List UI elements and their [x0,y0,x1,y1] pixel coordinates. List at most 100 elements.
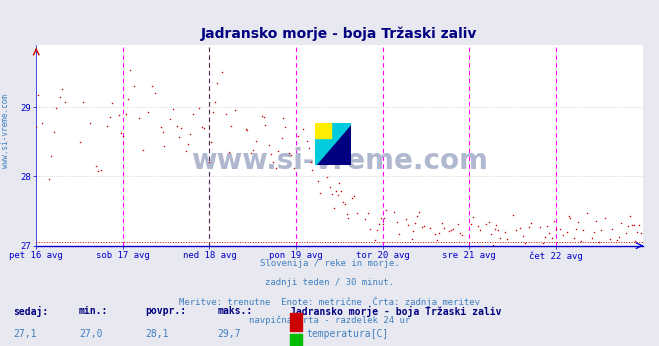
Point [305,159,316,164]
Point [628,222,639,228]
Point [175,125,186,131]
Point [273,149,283,154]
Point [635,230,646,236]
Point [134,116,144,121]
Point [596,227,606,233]
Point [393,231,404,237]
Point [90,164,101,169]
Point [159,144,169,149]
Point [419,224,430,229]
Point [229,107,240,112]
Point [183,141,193,146]
Point [185,131,195,137]
Point [457,233,467,238]
Point [293,133,303,139]
Point [143,110,154,115]
Point [571,226,581,232]
Text: povpr.:: povpr.: [145,306,186,316]
Point [540,234,550,240]
Point [114,112,125,118]
Point [125,67,135,73]
Point [581,211,592,216]
Point [165,116,175,122]
Point [417,225,428,230]
Point [612,237,623,243]
Text: 27,1: 27,1 [13,329,37,339]
Point [208,109,218,115]
Point [264,142,274,148]
Point [74,139,85,145]
Point [551,227,561,232]
Point [549,218,559,223]
Text: 29,7: 29,7 [217,329,241,339]
Point [204,159,215,164]
Point [547,235,558,240]
Point [105,114,115,120]
Point [439,225,449,231]
Point [337,199,348,204]
Text: temperatura[C]: temperatura[C] [306,329,389,339]
Point [285,152,296,158]
Point [590,218,601,224]
Point [107,100,117,105]
Point [625,214,635,219]
Point [430,231,440,237]
Text: navpična črta - razdelek 24 ur: navpična črta - razdelek 24 ur [249,316,410,325]
Point [376,215,386,221]
Point [332,192,343,198]
Point [616,220,626,226]
Point [600,216,610,221]
Point [325,185,335,190]
Point [401,216,411,221]
Point [150,90,161,96]
Point [588,229,599,235]
Point [307,168,318,173]
Point [123,97,134,102]
Point [226,123,237,128]
Point [158,130,168,135]
Polygon shape [315,122,331,138]
Point [220,111,231,117]
Point [473,223,484,229]
Point [491,222,501,228]
Point [372,227,383,233]
Point [116,130,127,135]
Point [507,212,518,217]
Point [359,216,370,222]
Point [101,124,112,129]
Point [630,238,641,243]
Point [258,114,269,119]
Point [302,138,312,144]
Point [378,221,388,227]
Point [448,226,459,232]
Point [168,107,179,112]
Point [303,145,314,151]
Point [576,238,587,244]
Text: 27,0: 27,0 [79,329,103,339]
Point [525,220,536,225]
Point [217,69,227,75]
Point [515,225,525,230]
Point [488,242,498,247]
Polygon shape [315,122,351,165]
Point [486,231,496,237]
Point [578,227,588,233]
Point [55,94,65,100]
Point [538,240,548,246]
Point [475,227,486,233]
Point [432,237,442,242]
Point [199,126,210,131]
Point [370,237,381,243]
Point [627,222,637,228]
Point [502,237,513,242]
Point [437,220,447,226]
Point [392,220,403,225]
Point [374,221,384,227]
Text: www.si-vreme.com: www.si-vreme.com [1,94,10,169]
Point [412,213,422,219]
Point [172,123,183,128]
Point [210,100,220,105]
Point [587,235,597,240]
Point [49,129,59,135]
Point [251,138,262,144]
